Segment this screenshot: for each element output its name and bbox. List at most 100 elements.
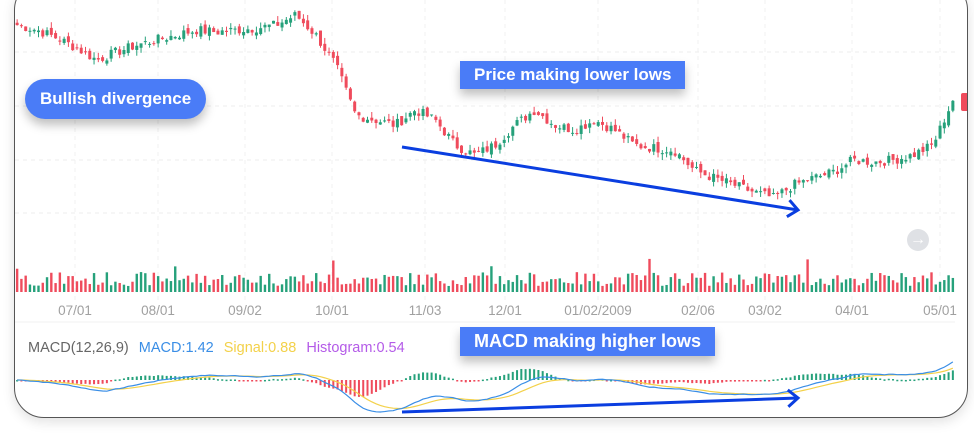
candle-body [190,32,194,34]
volume-bar [725,282,728,292]
candle-body [45,30,49,36]
candle-body [823,173,827,176]
histogram-bar [54,380,57,383]
volume-bar [477,275,480,292]
histogram-bar [528,368,531,380]
volume-bar [776,276,779,292]
histogram-bar [187,376,190,380]
candle-body [246,29,250,33]
candle-body [878,160,882,164]
candle-body [58,40,62,42]
histogram-bar [810,373,813,380]
volume-bar [746,285,749,292]
histogram-bar [524,369,527,380]
volume-bar [238,274,241,292]
candle-body [32,29,36,32]
volume-bar [383,274,386,292]
volume-bar [404,285,408,292]
volume-bar [357,283,361,292]
histogram-bar [669,380,672,383]
histogram-bar [823,374,826,380]
volume-bar [738,274,741,292]
candle-body [216,30,220,35]
volume-bar [832,278,835,292]
histogram-bar [725,380,728,382]
volume-bar [622,284,626,292]
volume-bar [71,276,74,292]
histogram-bar [503,374,506,380]
histogram-bar [255,380,258,382]
histogram-bar [678,380,681,382]
candle-body [314,33,318,35]
histogram-bar [63,380,66,383]
candle-body [455,137,459,149]
volume-bar [344,283,348,292]
candle-body [810,176,814,181]
signal-value: Signal:0.88 [223,340,297,356]
volume-bar [567,283,570,292]
volume-bar [212,279,215,292]
volume-bar [772,282,775,292]
volume-bar [229,282,232,292]
volume-bar [656,275,660,292]
candle-body [883,163,886,166]
volume-bar [186,275,190,292]
histogram-bar [396,380,399,382]
histogram-bar [319,380,322,386]
candle-body [643,146,647,149]
candle-body [844,164,848,168]
histogram-bar [404,378,407,380]
histogram-bar [926,377,929,380]
candle-body [912,152,916,157]
candle-body [750,188,754,192]
volume-bar [810,285,814,292]
candle-body [733,179,737,186]
candle-body [430,114,434,116]
volume-bar [857,285,861,292]
candle-body [272,20,275,24]
volume-bar [609,283,613,292]
histogram-bar [387,380,390,386]
histogram-bar [780,378,783,380]
histogram-bar [357,380,360,397]
scroll-right-button[interactable]: → [907,229,929,251]
volume-bar [648,258,651,292]
volume-bar [199,282,203,292]
candle-body [229,27,233,30]
volume-bar [635,274,638,292]
volume-bar [507,280,510,292]
histogram-bar [80,380,83,385]
volume-bar [24,275,27,292]
candle-body [139,43,143,48]
candle-body [395,118,399,128]
volume-bar [208,285,211,292]
volume-bar [669,277,673,292]
volume-bar [225,284,228,292]
candle-body [220,30,224,35]
volume-bar [101,282,104,292]
candle-body [541,113,545,117]
macd-legend: MACD(12,26,9) MACD:1.42 Signal:0.88 Hist… [28,340,411,356]
histogram-bar [251,380,254,382]
volume-bar [836,275,839,292]
candle-body [686,157,690,166]
volume-bar [938,281,942,292]
volume-bar [537,285,540,292]
candle-body [759,191,763,193]
candle-body [49,27,53,35]
volume-bar [430,277,433,292]
histogram-bar [182,376,185,380]
candle-body [656,142,660,153]
histogram-bar [281,379,284,381]
histogram-bar [819,373,822,380]
candle-body [579,125,583,134]
histogram-bar [110,380,113,382]
candle-body [434,116,438,120]
volume-bar [571,283,574,292]
candle-body [421,108,425,117]
volume-bar [614,277,617,292]
volume-bar [755,276,758,292]
candle-body [673,153,677,156]
histogram-bar [827,373,830,380]
